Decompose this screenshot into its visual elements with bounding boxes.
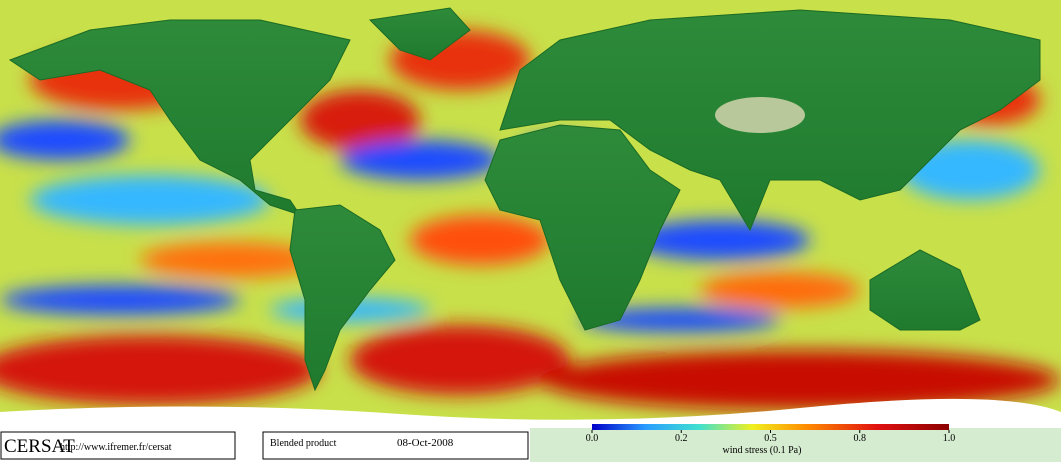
colorbar-tick-label: 0.2 — [675, 433, 688, 444]
footer-land — [530, 428, 1061, 462]
logo: CERSAT — [4, 436, 75, 457]
north-america — [8, 19, 351, 216]
logo-box: CERSAT http://www.ifremer.fr/cersat — [0, 431, 236, 460]
date: 08-Oct-2008 — [397, 437, 454, 449]
greenland — [368, 7, 471, 61]
box — [262, 431, 529, 460]
continents — [8, 7, 1041, 392]
antarctica — [0, 398, 1061, 430]
colorbar: wind stress (0.1 Pa) 0.0 0.2 0.5 0.8 1.0 — [586, 424, 956, 456]
colorbar-tick-label: 1.0 — [943, 433, 956, 444]
africa — [484, 124, 681, 331]
colorbar-title: wind stress (0.1 Pa) — [723, 445, 802, 456]
url[interactable]: http://www.ifremer.fr/cersat — [60, 442, 172, 453]
colorbar-tick-label: 0.0 — [586, 433, 599, 444]
colorbar-tick-label: 0.5 — [764, 433, 777, 444]
australia — [869, 249, 981, 331]
south-america — [289, 204, 396, 392]
plateau — [715, 97, 805, 133]
product: Blended product — [270, 438, 337, 449]
colorbar-ramp — [592, 424, 949, 430]
info-box: Blended product 08-Oct-2008 — [262, 431, 529, 460]
box — [0, 431, 236, 460]
map — [0, 0, 1061, 430]
colorbar-tick-label: 0.8 — [854, 433, 867, 444]
wind-field — [0, 30, 1060, 410]
